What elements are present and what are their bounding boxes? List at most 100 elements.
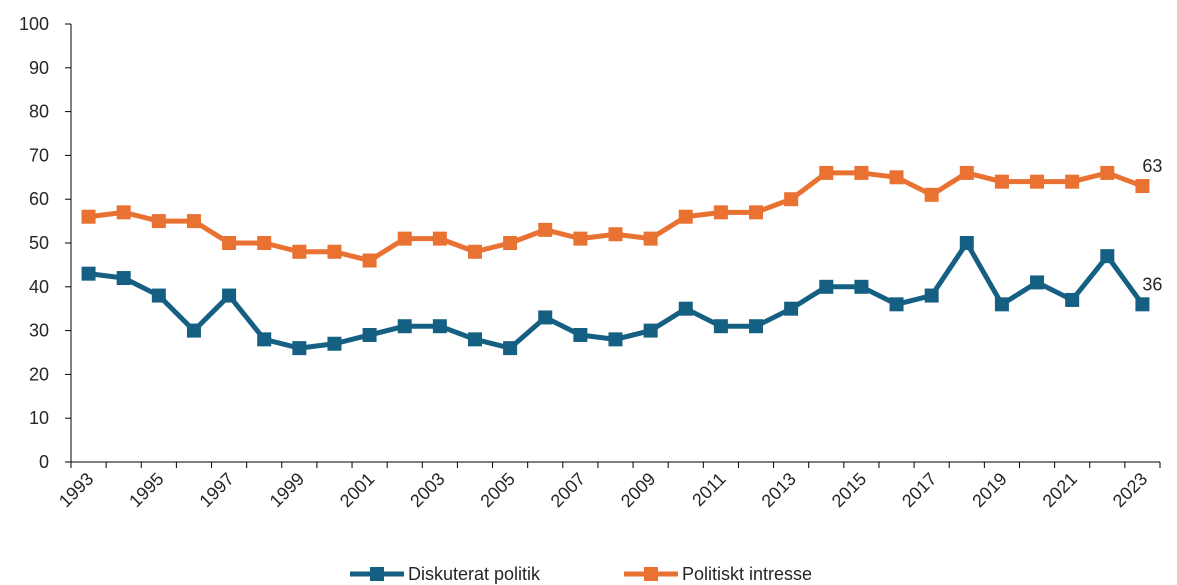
x-tick-label: 1999 bbox=[266, 469, 308, 511]
data-point bbox=[116, 205, 131, 220]
x-tick-label: 2015 bbox=[828, 469, 870, 511]
legend-marker bbox=[644, 567, 658, 581]
data-point bbox=[503, 341, 518, 356]
data-point bbox=[397, 319, 412, 334]
data-point bbox=[81, 266, 96, 281]
x-tick-label: 2007 bbox=[547, 469, 589, 511]
data-point bbox=[994, 297, 1009, 312]
data-point bbox=[608, 332, 623, 347]
x-tick-label: 2005 bbox=[476, 469, 518, 511]
data-point bbox=[854, 165, 869, 180]
data-point bbox=[889, 170, 904, 185]
legend-label: Diskuterat politik bbox=[408, 564, 541, 584]
data-labels: 36 63 bbox=[1142, 156, 1162, 294]
data-point bbox=[713, 319, 728, 334]
data-point bbox=[1065, 174, 1080, 189]
data-point bbox=[749, 319, 764, 334]
data-point bbox=[749, 205, 764, 220]
data-point bbox=[678, 301, 693, 316]
data-point bbox=[1030, 275, 1045, 290]
series-line bbox=[88, 240, 1145, 351]
x-axis: 1993 1995 1997 1999 2001 2003 2005 2007 2009 2011… bbox=[55, 461, 1161, 511]
data-point bbox=[924, 187, 939, 202]
x-tick-label: 2023 bbox=[1109, 469, 1151, 511]
data-point bbox=[819, 279, 834, 294]
data-point bbox=[257, 332, 272, 347]
data-point bbox=[608, 227, 623, 242]
data-point bbox=[538, 222, 553, 237]
data-point bbox=[1100, 249, 1115, 264]
y-tick-label: 90 bbox=[29, 58, 49, 78]
legend-marker bbox=[370, 567, 384, 581]
data-point bbox=[222, 236, 237, 250]
data-point bbox=[397, 231, 412, 246]
data-point bbox=[81, 209, 96, 224]
data-point bbox=[959, 236, 974, 250]
legend: Diskuterat politik Politiskt intresse bbox=[350, 564, 812, 584]
x-tick-label: 2013 bbox=[758, 469, 800, 511]
series-line bbox=[88, 170, 1144, 264]
series-1 bbox=[81, 236, 1150, 356]
data-point bbox=[503, 236, 518, 250]
y-axis: 0 10 20 30 40 50 60 70 80 90 100 bbox=[19, 14, 72, 472]
data-point bbox=[432, 319, 447, 334]
data-point bbox=[573, 231, 588, 246]
data-point bbox=[257, 236, 272, 250]
legend-item: Diskuterat politik bbox=[350, 564, 541, 584]
data-point bbox=[432, 231, 447, 246]
data-point bbox=[1030, 174, 1045, 189]
data-point bbox=[924, 288, 939, 303]
x-tick-label: 2009 bbox=[617, 469, 659, 511]
legend-item: Politiskt intresse bbox=[624, 564, 812, 584]
legend-label: Politiskt intresse bbox=[682, 564, 812, 584]
x-tick-label: 1995 bbox=[125, 469, 167, 511]
data-point bbox=[1135, 179, 1150, 194]
data-point bbox=[854, 279, 869, 294]
x-tick-label: 1993 bbox=[55, 469, 97, 511]
data-point bbox=[222, 288, 237, 303]
data-point bbox=[994, 174, 1009, 189]
y-tick-label: 100 bbox=[19, 14, 49, 34]
x-tick-label: 2019 bbox=[968, 469, 1010, 511]
x-tick-label: 2001 bbox=[336, 469, 378, 511]
y-tick-label: 20 bbox=[29, 364, 49, 384]
y-tick-label: 80 bbox=[29, 102, 49, 122]
y-tick-label: 50 bbox=[29, 233, 49, 253]
end-data-label: 63 bbox=[1142, 156, 1162, 176]
x-tick-label: 2003 bbox=[406, 469, 448, 511]
x-tick-label: 2017 bbox=[898, 469, 940, 511]
data-point bbox=[784, 301, 799, 316]
y-tick-label: 0 bbox=[39, 452, 49, 472]
data-point bbox=[643, 323, 658, 338]
data-point bbox=[1100, 165, 1115, 180]
y-tick-label: 10 bbox=[29, 408, 49, 428]
data-point bbox=[116, 271, 131, 286]
data-point bbox=[959, 165, 974, 180]
x-tick-label: 2011 bbox=[688, 469, 730, 511]
y-tick-label: 40 bbox=[29, 277, 49, 297]
data-point bbox=[292, 341, 307, 356]
data-point bbox=[573, 327, 588, 342]
series-layer bbox=[81, 165, 1150, 356]
series-2 bbox=[81, 165, 1150, 268]
data-point bbox=[1065, 292, 1080, 307]
y-tick-label: 60 bbox=[29, 189, 49, 209]
data-point bbox=[186, 214, 201, 229]
end-data-label: 36 bbox=[1142, 274, 1162, 294]
data-point bbox=[327, 336, 342, 351]
data-point bbox=[151, 288, 166, 303]
y-tick-label: 30 bbox=[29, 321, 49, 341]
data-point bbox=[784, 192, 799, 207]
data-point bbox=[889, 297, 904, 312]
data-point bbox=[327, 244, 342, 259]
data-point bbox=[186, 323, 201, 338]
data-point bbox=[1135, 297, 1150, 312]
data-point bbox=[713, 205, 728, 220]
data-point bbox=[467, 332, 482, 347]
data-point bbox=[467, 244, 482, 259]
x-tick-label: 1997 bbox=[195, 469, 237, 511]
data-point bbox=[538, 310, 553, 325]
data-point bbox=[151, 214, 166, 229]
y-tick-label: 70 bbox=[29, 145, 49, 165]
